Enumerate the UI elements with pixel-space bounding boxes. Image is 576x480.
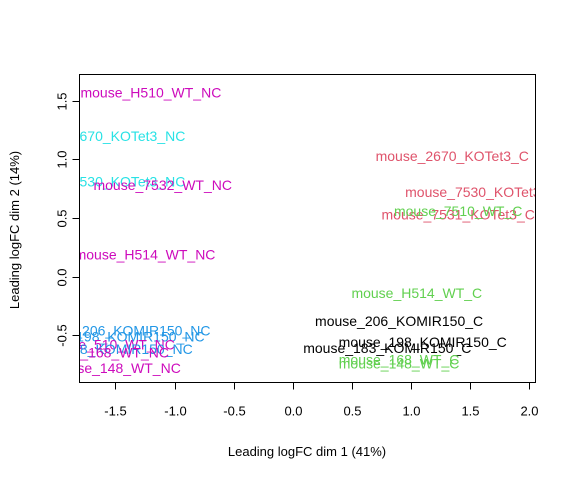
y-tick-label: -0.5 (55, 324, 70, 346)
point-label: mouse_2670_KOTet3_C (376, 148, 529, 164)
x-tick-label: 2.0 (520, 404, 538, 419)
point-label: mouse_7532_WT_NC (93, 177, 232, 193)
point-label: mouse_198_KOMIR150_C (339, 334, 507, 350)
point-label: mouse_7530_KOTet3_C (405, 184, 558, 200)
point-label: mouse_H514_WT_C (351, 285, 482, 301)
point-label: mouse_2670_KOTet3_NC (22, 128, 185, 144)
x-tick-label: -1.0 (164, 404, 186, 419)
x-axis-title: Leading logFC dim 1 (41%) (228, 444, 386, 459)
point-label: mouse_148_WT_C (339, 355, 460, 371)
point-label: mouse_7530_KOTet3_NC (22, 174, 185, 190)
point-label: mouse_148_WT_NC (50, 360, 181, 376)
point-label: mouse_168_KOMIR150_NC (15, 341, 193, 357)
y-tick-label: 0.5 (55, 209, 70, 227)
x-tick-label: 0.0 (284, 404, 302, 419)
point-label: mouse_206_KOMIR150_C (315, 313, 483, 329)
x-tick-label: -0.5 (223, 404, 245, 419)
x-tick-label: 1.5 (461, 404, 479, 419)
x-tick-label: -1.5 (104, 404, 126, 419)
x-tick-label: 0.5 (343, 404, 361, 419)
point-label: mouse_168_WT_NC (38, 345, 169, 361)
y-tick-label: 0.0 (55, 268, 70, 286)
point-labels: mouse_H510_WT_NC mouse_2670_KOTet3_NCmous… (15, 85, 558, 376)
x-axis: -1.5 -1.0 -0.5 0.0 0.5 1.0 1.5 2.0 (104, 382, 539, 419)
y-tick-label: 1.0 (55, 150, 70, 168)
point-label: mouse_510_WT_NC (44, 337, 175, 353)
point-label: mouse_206_KOMIR150_NC (32, 322, 210, 338)
y-axis-title: Leading logFC dim 2 (14%) (7, 151, 22, 309)
y-axis: -0.5 0.0 0.5 1.0 1.5 (55, 92, 80, 347)
point-label: mouse_183_KOMIR150_C (303, 340, 471, 356)
x-tick-label: 1.0 (402, 404, 420, 419)
point-label: mouse_7531_KOTet3_C (382, 206, 535, 222)
point-label: mouse_H510_WT_NC (80, 85, 221, 101)
point-label: mouse_H514_WT_NC (75, 246, 216, 262)
y-tick-label: 1.5 (55, 92, 70, 110)
point-label: mouse_168_WT_C (339, 352, 460, 368)
point-label: mouse_198_KOMIR150_NC (26, 328, 204, 344)
point-label: mouse_7510_WT_C (394, 203, 522, 219)
